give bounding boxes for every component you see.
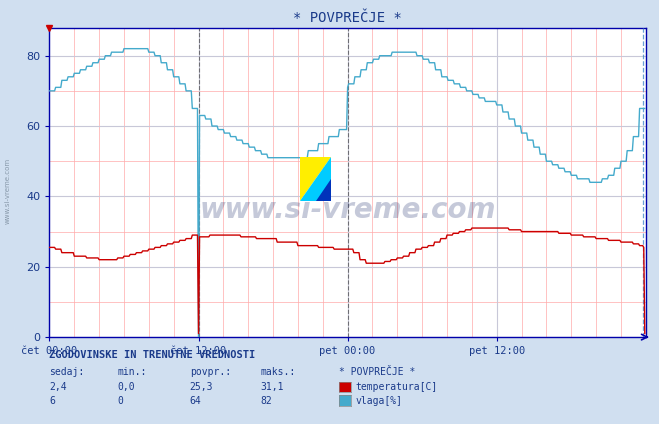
Polygon shape [300, 157, 331, 201]
Text: maks.:: maks.: [260, 367, 295, 377]
Text: vlaga[%]: vlaga[%] [356, 396, 403, 406]
Text: 2,4: 2,4 [49, 382, 67, 392]
Text: 82: 82 [260, 396, 272, 406]
Text: 64: 64 [190, 396, 202, 406]
Title: * POVPREČJE *: * POVPREČJE * [293, 11, 402, 25]
Polygon shape [300, 157, 331, 201]
Text: 0: 0 [117, 396, 123, 406]
Text: 0,0: 0,0 [117, 382, 135, 392]
Text: temperatura[C]: temperatura[C] [356, 382, 438, 392]
Text: 25,3: 25,3 [190, 382, 214, 392]
Text: 31,1: 31,1 [260, 382, 284, 392]
Text: 6: 6 [49, 396, 55, 406]
Text: sedaj:: sedaj: [49, 367, 84, 377]
Text: www.si-vreme.com: www.si-vreme.com [200, 196, 496, 224]
Text: min.:: min.: [117, 367, 147, 377]
Text: ZGODOVINSKE IN TRENUTNE VREDNOSTI: ZGODOVINSKE IN TRENUTNE VREDNOSTI [49, 350, 256, 360]
Polygon shape [316, 179, 331, 201]
Text: * POVPREČJE *: * POVPREČJE * [339, 367, 416, 377]
Text: povpr.:: povpr.: [190, 367, 231, 377]
Text: www.si-vreme.com: www.si-vreme.com [5, 158, 11, 224]
